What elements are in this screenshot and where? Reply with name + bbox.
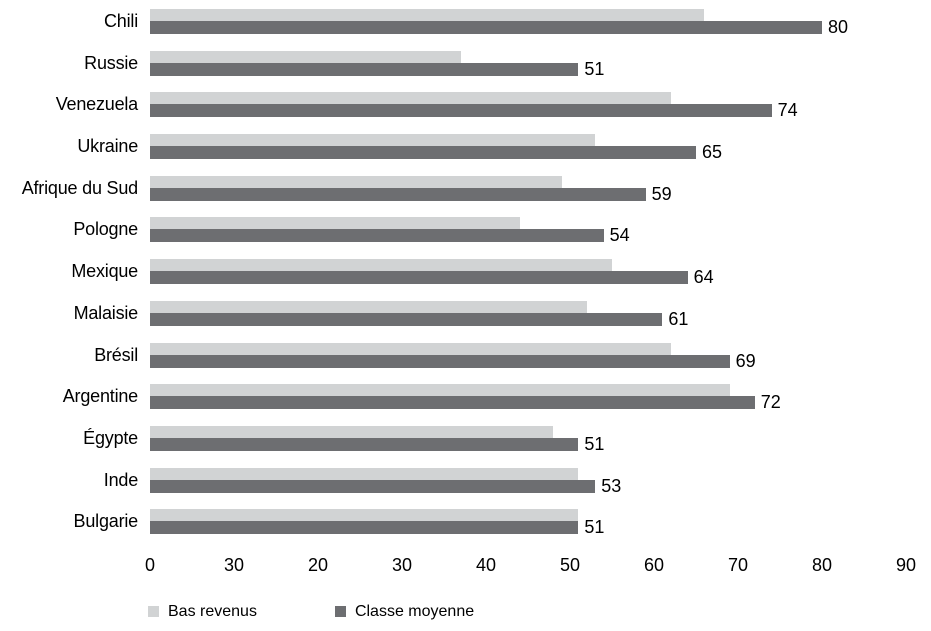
- data-label: 65: [702, 142, 723, 163]
- data-label: 69: [735, 350, 756, 371]
- bar-group: 59: [150, 175, 906, 204]
- bar-classe-moyenne: [150, 354, 730, 368]
- legend-label: Bas revenus: [168, 602, 257, 620]
- x-axis-tick-label: 80: [811, 554, 833, 575]
- bar-group: 51: [150, 425, 906, 454]
- bar-bas-revenus: [150, 217, 520, 230]
- legend-swatch-icon: [334, 606, 346, 618]
- chart-row: Ukraine 65: [0, 134, 931, 176]
- bar-bas-revenus: [150, 342, 671, 355]
- bar-group: 54: [150, 217, 906, 246]
- data-label: 51: [584, 433, 605, 454]
- chart-plot-area: Chili 80 Russie 51 Venezuela 74 Ukraine 65 Afriq…: [0, 9, 931, 551]
- bar-bas-revenus: [150, 175, 562, 188]
- bar-bas-revenus: [150, 9, 705, 21]
- category-label: Malaisie: [73, 302, 139, 323]
- category-label: Brésil: [94, 344, 138, 365]
- category-label: Pologne: [73, 219, 138, 240]
- chart-row: Russie 51: [0, 50, 931, 93]
- legend-swatch-icon: [148, 606, 159, 618]
- chart-row: Malaisie 61: [0, 300, 931, 343]
- legend-label: Classe moyenne: [354, 602, 475, 620]
- chart-row: Inde 53: [0, 467, 931, 510]
- bar-bas-revenus: [150, 300, 587, 313]
- data-label: 72: [760, 392, 781, 413]
- data-label: 51: [584, 58, 605, 79]
- data-label: 54: [609, 225, 630, 246]
- bar-classe-moyenne: [150, 229, 604, 243]
- bar-classe-moyenne: [150, 479, 596, 493]
- bar-group: 61: [150, 300, 906, 329]
- chart-legend: Bas revenus Classe moyenne: [148, 603, 931, 621]
- category-label: Chili: [103, 11, 138, 31]
- bar-group: 65: [150, 134, 906, 163]
- bar-classe-moyenne: [150, 104, 772, 118]
- bar-bas-revenus: [150, 134, 596, 147]
- data-label: 51: [584, 517, 605, 538]
- category-label: Mexique: [71, 261, 138, 282]
- bar-group: 51: [150, 50, 906, 79]
- x-axis-tick-label: 30: [391, 554, 413, 575]
- chart-row: Mexique 64: [0, 259, 931, 301]
- chart-row: Argentine 72: [0, 384, 931, 426]
- bar-group: 69: [150, 342, 906, 371]
- bar-group: 74: [150, 92, 906, 121]
- x-axis-tick-label: 50: [559, 554, 581, 575]
- data-label: 64: [693, 267, 714, 288]
- bar-bas-revenus: [150, 50, 461, 63]
- x-axis: 0 30 20 30 40 50 60 70 80 90: [145, 554, 916, 579]
- x-axis-tick-label: 60: [643, 554, 665, 575]
- legend-item: Bas revenus: [148, 603, 257, 621]
- data-label: 59: [651, 183, 672, 204]
- bar-group: 64: [150, 259, 906, 288]
- bar-classe-moyenne: [150, 271, 688, 285]
- bar-classe-moyenne: [150, 521, 579, 535]
- legend-item: Classe moyenne: [334, 602, 475, 621]
- bar-bas-revenus: [150, 467, 579, 480]
- chart-row: Afrique du Sud 59: [0, 175, 931, 218]
- data-label: 53: [601, 475, 622, 496]
- bar-bas-revenus: [150, 425, 554, 438]
- x-axis-tick-label: 30: [223, 554, 245, 575]
- category-label: Ukraine: [77, 136, 138, 157]
- data-label: 74: [777, 100, 798, 121]
- bar-classe-moyenne: [150, 62, 579, 76]
- x-axis-tick-label: 0: [144, 554, 156, 575]
- category-label: Inde: [103, 469, 138, 490]
- bar-group: 53: [150, 467, 906, 496]
- chart-row: Chili 80: [0, 9, 931, 51]
- chart-row: Venezuela 74: [0, 92, 931, 134]
- bar-classe-moyenne: [150, 146, 696, 160]
- category-label: Afrique du Sud: [21, 177, 138, 198]
- category-label: Bulgarie: [73, 511, 139, 532]
- bar-bas-revenus: [150, 92, 671, 105]
- bar-group: 72: [150, 384, 906, 413]
- bar-bas-revenus: [150, 509, 579, 522]
- bar-group: 80: [150, 9, 906, 37]
- category-label: Égypte: [83, 427, 138, 448]
- x-axis-tick-label: 70: [727, 554, 749, 575]
- x-axis-tick-label: 40: [475, 554, 497, 575]
- category-label: Venezuela: [55, 94, 138, 115]
- bar-classe-moyenne: [150, 396, 755, 410]
- data-label: 80: [828, 17, 849, 37]
- x-axis-tick-label: 90: [895, 554, 917, 575]
- bar-bas-revenus: [150, 259, 612, 272]
- bar-group: 51: [150, 509, 906, 538]
- category-label: Russie: [84, 52, 138, 73]
- chart-row: Bulgarie 51: [0, 509, 931, 551]
- chart-row: Brésil 69: [0, 342, 931, 385]
- bar-bas-revenus: [150, 384, 730, 397]
- bar-classe-moyenne: [150, 21, 822, 34]
- category-label: Argentine: [62, 386, 138, 407]
- bar-classe-moyenne: [150, 437, 579, 451]
- chart-row: Égypte 51: [0, 425, 931, 468]
- data-label: 61: [668, 308, 689, 329]
- bar-classe-moyenne: [150, 312, 663, 326]
- bar-classe-moyenne: [150, 187, 646, 201]
- chart-row: Pologne 54: [0, 217, 931, 259]
- x-axis-tick-label: 20: [307, 554, 329, 575]
